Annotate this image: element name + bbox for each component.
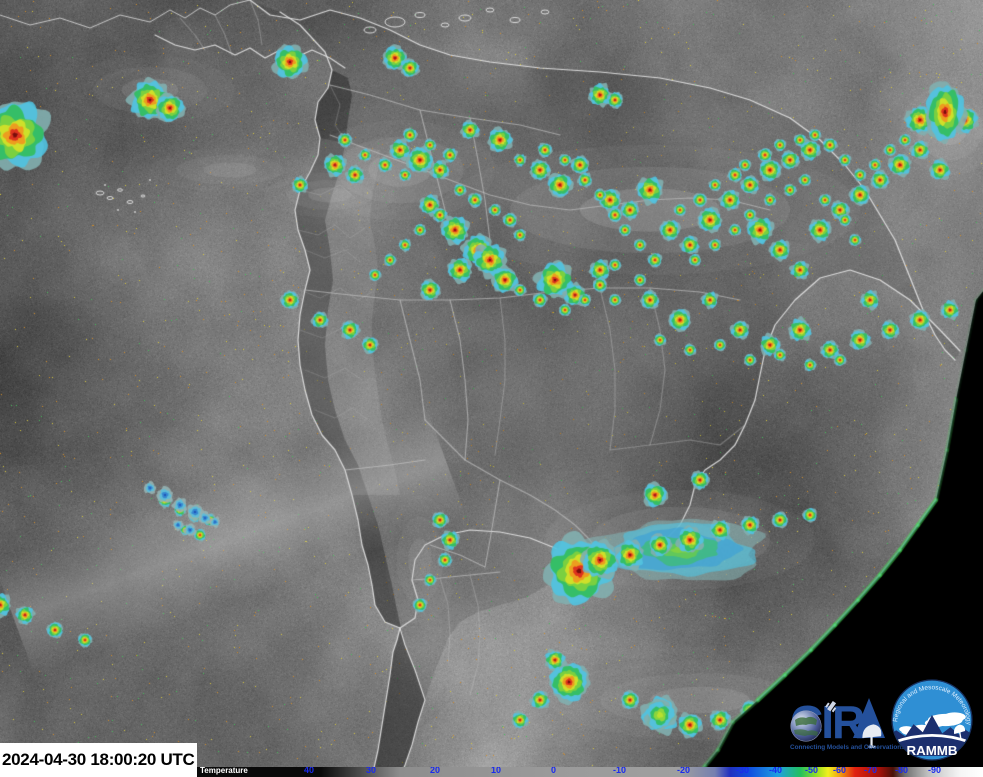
svg-text:Connecting Models and Observat: Connecting Models and Observations xyxy=(790,744,905,751)
svg-text:RAMMB: RAMMB xyxy=(906,743,957,758)
